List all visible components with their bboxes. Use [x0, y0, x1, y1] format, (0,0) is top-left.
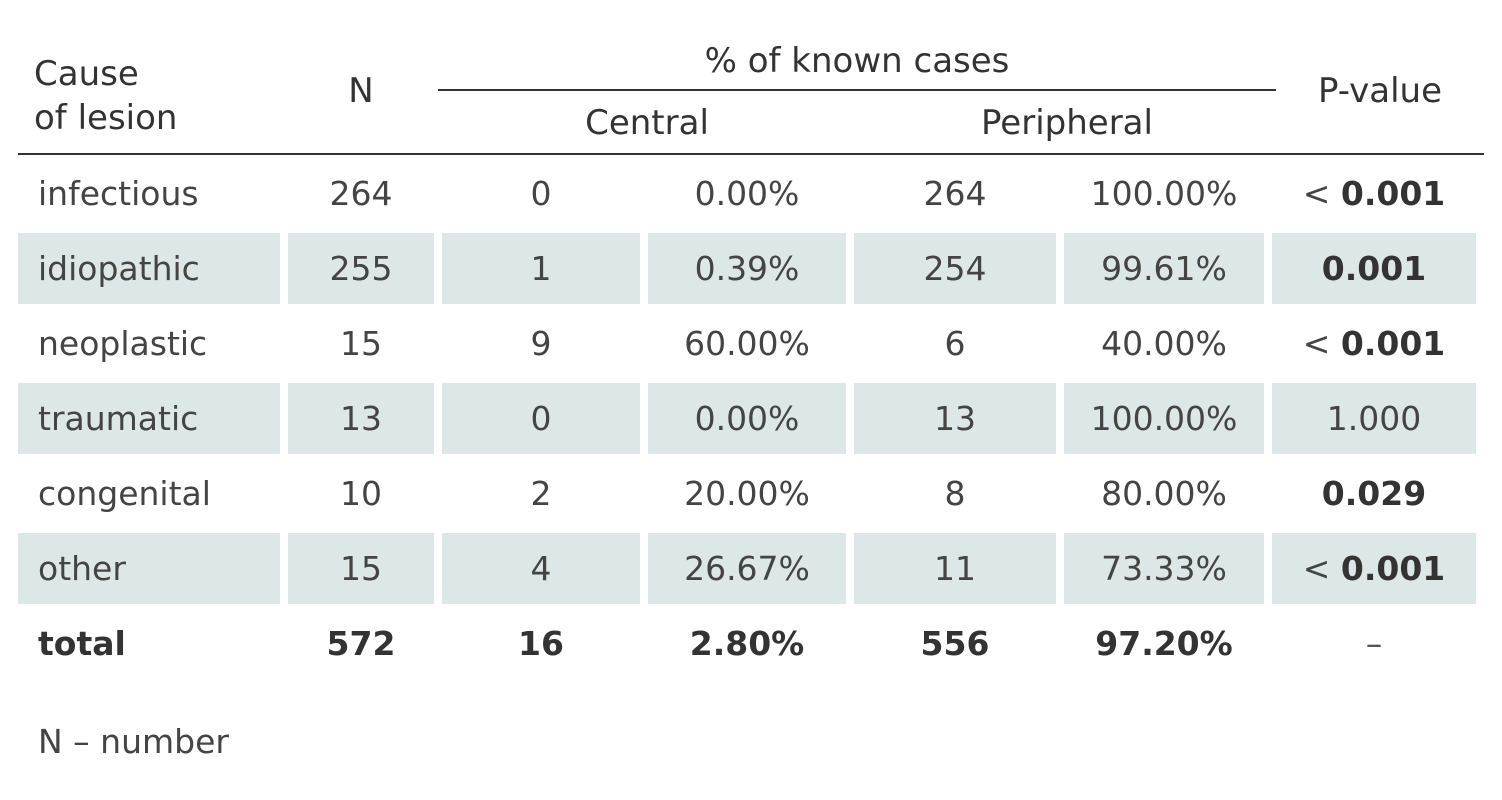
n-cell: 10: [340, 474, 382, 513]
cause-cell: idiopathic: [18, 233, 280, 304]
peripheral-pct-cell: 80.00%: [1101, 474, 1227, 513]
p-value-cell: < 0.001: [1272, 158, 1476, 229]
peripheral-pct-cell: 100.00%: [1090, 174, 1238, 213]
peripheral-n-cell: 264: [923, 174, 987, 213]
header-n: N: [348, 71, 374, 111]
table-row: congenital 10 2 20.00% 8 80.00% 0.029: [18, 458, 1484, 529]
header-known-cases-group: % of known cases: [704, 41, 1010, 81]
peripheral-pct-cell: 73.33%: [1064, 533, 1264, 604]
total-peripheral-n-cell: 556: [920, 624, 990, 663]
n-cell: 15: [288, 533, 434, 604]
footnote: N – number: [38, 722, 229, 761]
data-table: infectious 264 0 0.00% 264 100.00% < 0.001 idio…: [18, 158, 1484, 683]
p-value-number: 0.001: [1321, 249, 1427, 288]
n-cell: 255: [288, 233, 434, 304]
total-peripheral-pct-cell: 97.20%: [1095, 624, 1233, 663]
table-row: idiopathic 255 1 0.39% 254 99.61% 0.001: [18, 233, 1484, 304]
peripheral-n-cell: 254: [854, 233, 1056, 304]
header-p-value: P-value: [1318, 71, 1442, 111]
table-row: infectious 264 0 0.00% 264 100.00% < 0.001: [18, 158, 1484, 229]
p-value-number: 0.001: [1340, 549, 1446, 588]
table-row: other 15 4 26.67% 11 73.33% < 0.001: [18, 533, 1484, 604]
header-rule: [18, 153, 1484, 155]
p-value-cell: 0.001: [1272, 233, 1476, 304]
p-value-prefix: <: [1302, 324, 1341, 363]
header-peripheral: Peripheral: [981, 103, 1153, 143]
header-central: Central: [585, 103, 709, 143]
p-value-prefix: <: [1302, 174, 1341, 213]
header-cause-line1: Cause: [34, 54, 139, 94]
group-header-rule: [438, 89, 1276, 91]
p-value-number: 0.001: [1340, 174, 1446, 213]
p-value-number: 1.000: [1326, 399, 1422, 438]
central-pct-cell: 0.00%: [694, 174, 800, 213]
total-central-pct-cell: 2.80%: [689, 624, 805, 663]
peripheral-pct-cell: 40.00%: [1101, 324, 1227, 363]
central-pct-cell: 0.00%: [648, 383, 846, 454]
cause-cell: neoplastic: [38, 324, 208, 363]
central-n-cell: 9: [530, 324, 552, 363]
p-value-prefix: <: [1302, 549, 1341, 588]
peripheral-pct-cell: 100.00%: [1064, 383, 1264, 454]
total-row: total 572 16 2.80% 556 97.20% –: [18, 608, 1484, 679]
header-cause-line2: of lesion: [34, 98, 178, 138]
p-value-cell: < 0.001: [1272, 533, 1476, 604]
p-value-cell: 1.000: [1272, 383, 1476, 454]
p-value-cell: 0.029: [1272, 458, 1476, 529]
table-row: neoplastic 15 9 60.00% 6 40.00% < 0.001: [18, 308, 1484, 379]
central-pct-cell: 20.00%: [684, 474, 810, 513]
total-n-cell: 572: [326, 624, 396, 663]
peripheral-n-cell: 8: [944, 474, 966, 513]
peripheral-n-cell: 11: [854, 533, 1056, 604]
cause-cell: congenital: [38, 474, 211, 513]
table-row: traumatic 13 0 0.00% 13 100.00% 1.000: [18, 383, 1484, 454]
p-value-cell: < 0.001: [1272, 308, 1476, 379]
peripheral-pct-cell: 99.61%: [1064, 233, 1264, 304]
p-value-number: 0.001: [1340, 324, 1446, 363]
central-pct-cell: 0.39%: [648, 233, 846, 304]
central-n-cell: 2: [530, 474, 552, 513]
cause-cell: traumatic: [18, 383, 280, 454]
total-p-value-cell: –: [1365, 624, 1383, 663]
central-pct-cell: 26.67%: [648, 533, 846, 604]
header-cause-of-lesion: Cause of lesion: [34, 52, 177, 140]
central-pct-cell: 60.00%: [684, 324, 810, 363]
total-central-n-cell: 16: [518, 624, 564, 663]
total-cause-cell: total: [38, 624, 126, 663]
central-n-cell: 4: [442, 533, 640, 604]
cause-cell: infectious: [38, 174, 199, 213]
central-n-cell: 0: [530, 174, 552, 213]
n-cell: 264: [329, 174, 393, 213]
peripheral-n-cell: 6: [944, 324, 966, 363]
p-value-number: 0.029: [1321, 474, 1427, 513]
n-cell: 13: [288, 383, 434, 454]
peripheral-n-cell: 13: [854, 383, 1056, 454]
n-cell: 15: [340, 324, 382, 363]
cause-cell: other: [18, 533, 280, 604]
central-n-cell: 0: [442, 383, 640, 454]
central-n-cell: 1: [442, 233, 640, 304]
